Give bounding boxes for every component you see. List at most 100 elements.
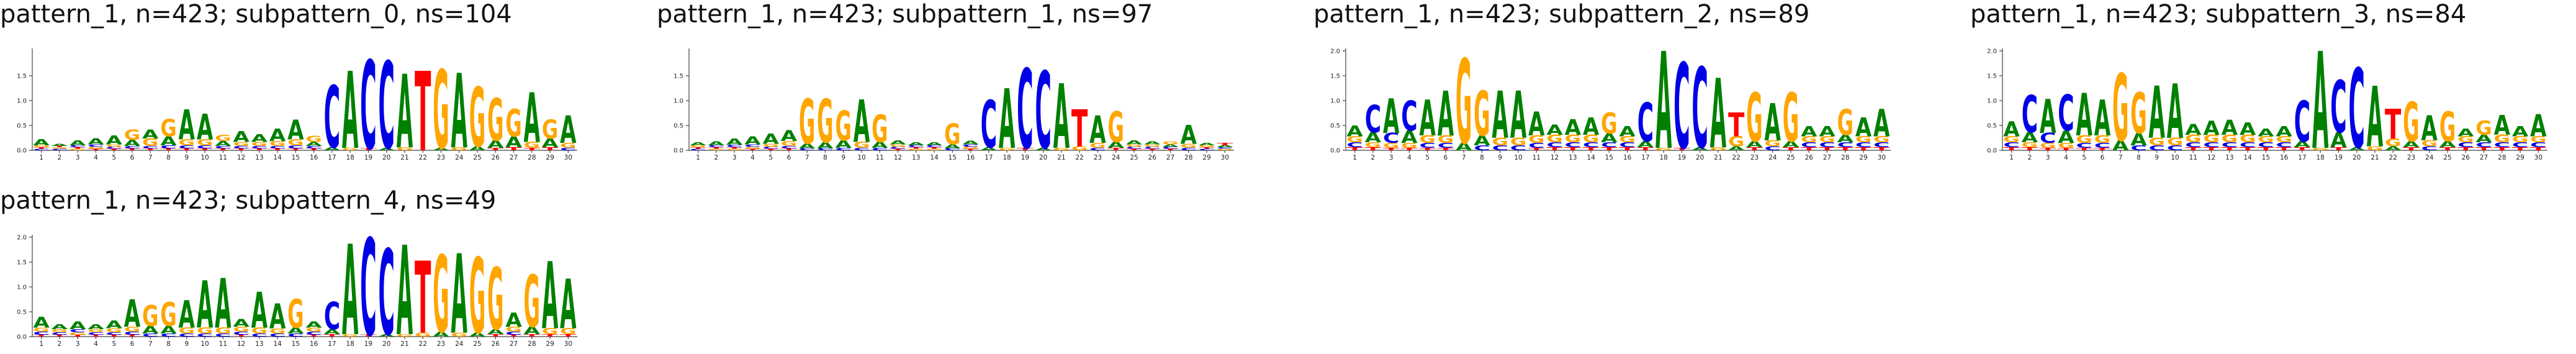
x-tick-label: 27 [2480,154,2488,161]
logo-letter-g: G [2167,136,2183,148]
x-tick-label: 20 [382,154,390,161]
logo-letter-g: G [2149,136,2165,148]
logo-letter-t: T [908,147,925,150]
x-tick-label: 23 [1750,154,1759,161]
logo-letter-c: C [1089,147,1106,151]
x-tick-label: 16 [966,154,975,161]
logo-letter-t: T [1728,106,1745,144]
logo-letter-t: T [1801,147,1817,152]
logo-letter-t: T [52,145,69,148]
logo-letter-a: A [2421,110,2438,149]
logo-letter-c: C [2222,141,2238,149]
logo-letter-a: A [378,334,395,337]
panel-title: pattern_1, n=423; subpattern_4, ns=49 [0,186,497,215]
logo-letter-c: C [1801,141,1817,149]
logo-letter-g: G [469,71,485,166]
logo-letter-a: A [433,147,450,151]
x-tick-label: 1 [696,154,700,161]
logo-letter-a: A [1583,113,1600,141]
logo-letter-g: G [433,49,449,174]
logo-letter-a: A [505,309,522,332]
logo-letter-a: A [233,317,250,329]
logo-letter-a: A [889,139,906,145]
logo-letter-t: T [52,334,69,337]
logo-letter-c: C [1619,141,1635,149]
logo-letter-a: A [1855,113,1872,143]
logo-letter-t: T [1546,147,1563,152]
logo-letter-g: G [287,138,304,147]
logo-letter-g: G [215,134,231,143]
x-tick-label: 22 [1732,154,1741,161]
logo-letter-g: G [451,332,467,338]
logo-letter-g: G [2367,145,2383,152]
logo-letter-g: G [871,107,888,152]
logo-letter-c: C [1765,145,1781,152]
logo-letter-t: T [505,334,523,337]
logo-letter-t: T [2185,147,2202,152]
logo-letter-a: A [1162,143,1179,147]
logo-letter-a: A [342,219,358,354]
logo-letter-a: A [908,142,925,147]
x-tick-label: 15 [292,154,300,161]
logo-letter-t: T [179,148,196,151]
x-tick-label: 9 [184,340,189,348]
logo-letter-t: T [215,148,232,151]
logo-letter-t: T [1438,147,1454,151]
logo-letter-a: A [1108,140,1125,150]
logo-letter-a: A [708,140,725,147]
logo-letter-a: A [287,327,304,336]
panel-title: pattern_1, n=423; subpattern_0, ns=104 [0,0,512,29]
x-tick-label: 21 [2371,154,2379,161]
logo-letter-c: C [378,225,394,354]
x-tick-label: 26 [1805,154,1814,161]
logo-letter-t: T [1144,148,1161,151]
logo-letter-a: A [70,320,86,332]
logo-letter-c: C [944,148,960,151]
logo-letter-a: A [2457,127,2474,139]
logo-letter-a: A [2040,91,2056,144]
logo-letter-g: G [433,234,449,354]
logo-letter-c: C [269,145,286,149]
logo-letter-c: C [1837,141,1853,149]
x-tick-label: 2 [714,154,719,161]
logo-letter-c: C [1346,141,1362,149]
x-tick-label: 9 [841,154,845,161]
x-tick-label: 29 [1859,154,1867,161]
y-tick-label: 0.5 [673,123,683,130]
logo-letter-g: G [560,327,576,336]
logo-letter-a: A [1053,66,1070,169]
x-tick-label: 13 [1569,154,1577,161]
logo-letter-a: A [2094,90,2111,147]
logo-letter-t: T [781,148,798,151]
logo-letter-g: G [233,325,249,334]
logo-letter-t: T [142,148,160,151]
logo-letter-a: A [2222,117,2238,140]
logo-letter-t: T [1601,147,1618,152]
x-tick-label: 22 [419,340,427,348]
logo-letter-a: A [1510,78,1526,153]
logo-letter-a: A [2003,118,2020,142]
x-tick-label: 27 [510,340,518,348]
y-tick-label: 2.0 [1330,48,1340,55]
logo-letter-t: T [487,147,504,151]
logo-letter-a: A [2330,129,2347,153]
x-tick-label: 17 [1641,154,1649,161]
x-tick-label: 21 [1714,154,1722,161]
logo-letter-c: C [1126,147,1142,150]
logo-letter-g: G [853,140,870,150]
logo-letter-c: C [2294,89,2310,155]
x-tick-label: 18 [346,340,354,348]
logo-letter-c: C [1601,141,1617,149]
logo-letter-a: A [2022,130,2038,146]
logo-letter-t: T [505,147,522,152]
logo-letter-a: A [1565,116,1582,140]
x-tick-label: 24 [1112,154,1120,161]
logo-letter-c: C [1438,142,1454,150]
logo-letter-t: T [2294,147,2311,152]
logo-letter-g: G [1474,79,1490,150]
x-tick-label: 23 [437,154,445,161]
logo-letter-c: C [2258,141,2274,149]
logo-letter-c: C [1365,98,1381,142]
logo-letter-t: T [2022,147,2038,152]
logo-letter-g: G [287,291,304,337]
